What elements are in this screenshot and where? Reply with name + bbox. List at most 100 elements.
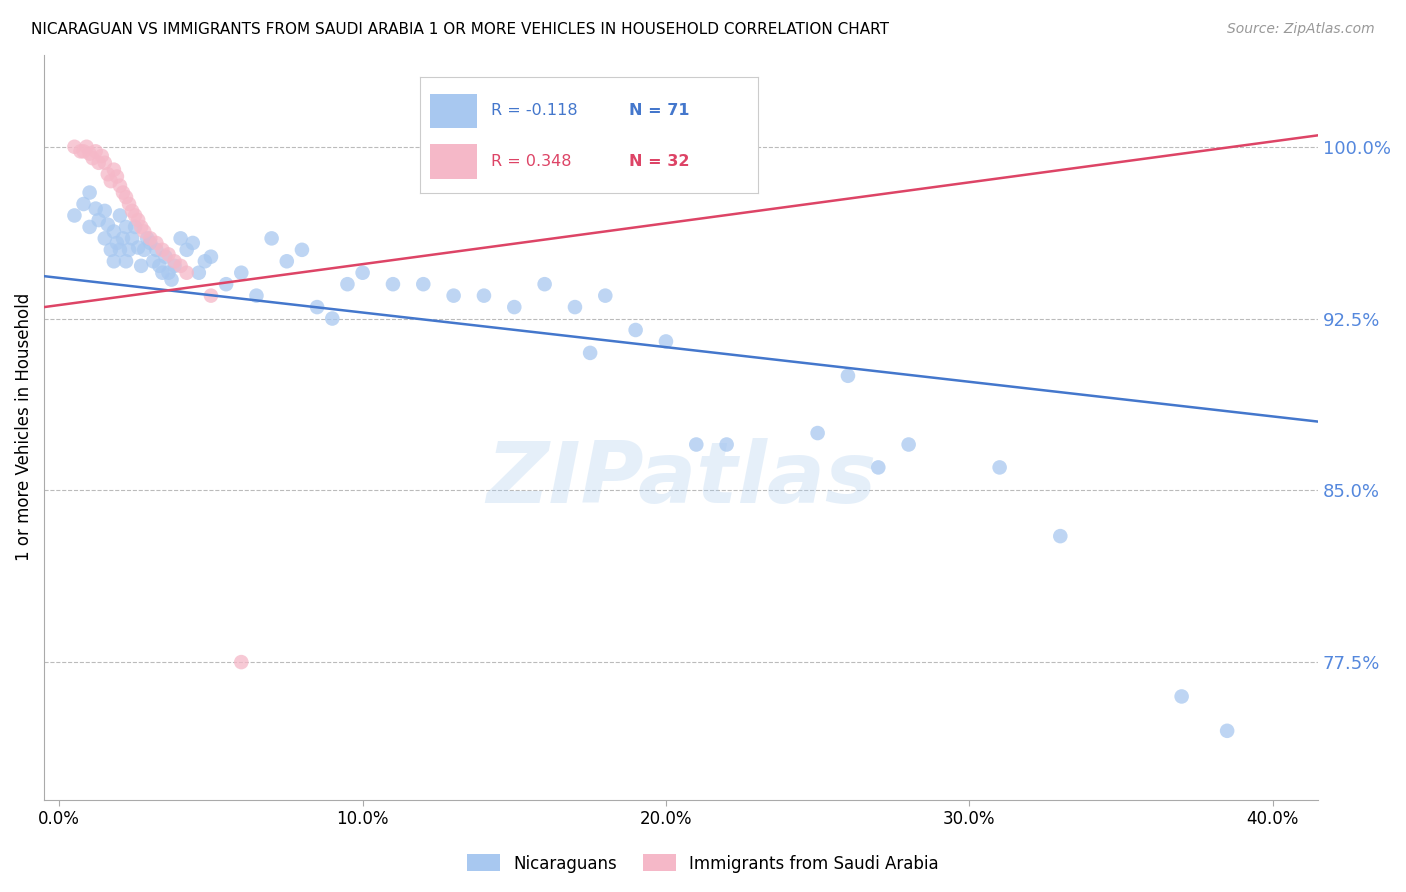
Point — [108, 243, 131, 257]
Y-axis label: 1 or more Vehicles in Household: 1 or more Vehicles in Household — [15, 293, 32, 561]
Point — [988, 460, 1011, 475]
Point — [82, 151, 104, 165]
Point — [685, 437, 707, 451]
Point — [103, 162, 125, 177]
Point — [336, 277, 359, 292]
Point — [72, 145, 94, 159]
Point — [118, 243, 141, 257]
Point — [136, 231, 159, 245]
Point — [127, 241, 149, 255]
Point — [837, 368, 859, 383]
Point — [176, 243, 198, 257]
Point — [87, 155, 110, 169]
Point — [160, 272, 183, 286]
Point — [79, 219, 101, 234]
Point — [124, 209, 146, 223]
Point — [97, 167, 120, 181]
Point — [139, 231, 162, 245]
Point — [121, 231, 143, 245]
Point — [100, 243, 122, 257]
Point — [121, 203, 143, 218]
Point — [145, 235, 167, 250]
Point — [321, 311, 343, 326]
Point — [115, 254, 138, 268]
Point — [79, 186, 101, 200]
Point — [142, 254, 165, 268]
Point — [352, 266, 374, 280]
Point — [124, 219, 146, 234]
Point — [134, 225, 156, 239]
Point — [63, 209, 86, 223]
Point — [194, 254, 217, 268]
Point — [115, 219, 138, 234]
Point — [533, 277, 555, 292]
Point — [231, 266, 253, 280]
Point — [72, 197, 94, 211]
Point — [187, 266, 209, 280]
Point — [260, 231, 283, 245]
Point — [76, 140, 98, 154]
Point — [412, 277, 434, 292]
Point — [163, 254, 186, 268]
Point — [307, 300, 329, 314]
Point — [245, 288, 267, 302]
Point — [94, 155, 117, 169]
Point — [63, 140, 86, 154]
Point — [1216, 723, 1239, 738]
Text: NICARAGUAN VS IMMIGRANTS FROM SAUDI ARABIA 1 OR MORE VEHICLES IN HOUSEHOLD CORRE: NICARAGUAN VS IMMIGRANTS FROM SAUDI ARAB… — [31, 22, 889, 37]
Point — [155, 250, 177, 264]
Point — [127, 213, 149, 227]
Legend: Nicaraguans, Immigrants from Saudi Arabia: Nicaraguans, Immigrants from Saudi Arabi… — [461, 847, 945, 880]
Point — [152, 243, 174, 257]
Point — [169, 259, 191, 273]
Point — [868, 460, 890, 475]
Point — [118, 197, 141, 211]
Point — [169, 231, 191, 245]
Point — [176, 266, 198, 280]
Point — [157, 266, 180, 280]
Point — [148, 259, 170, 273]
Point — [624, 323, 647, 337]
Point — [472, 288, 495, 302]
Point — [291, 243, 314, 257]
Point — [655, 334, 678, 349]
Point — [139, 235, 162, 250]
Point — [276, 254, 298, 268]
Point — [503, 300, 526, 314]
Text: ZIPatlas: ZIPatlas — [486, 438, 876, 521]
Point — [157, 247, 180, 261]
Point — [90, 149, 112, 163]
Point — [105, 235, 128, 250]
Point — [84, 145, 107, 159]
Point — [231, 655, 253, 669]
Point — [200, 250, 222, 264]
Point — [215, 277, 238, 292]
Point — [94, 231, 117, 245]
Point — [1049, 529, 1071, 543]
Point — [595, 288, 617, 302]
Point — [897, 437, 920, 451]
Point — [200, 288, 222, 302]
Point — [84, 202, 107, 216]
Point — [111, 231, 134, 245]
Point — [100, 174, 122, 188]
Point — [145, 243, 167, 257]
Point — [87, 213, 110, 227]
Point — [108, 209, 131, 223]
Point — [103, 254, 125, 268]
Point — [443, 288, 465, 302]
Point — [111, 186, 134, 200]
Point — [103, 225, 125, 239]
Point — [69, 145, 91, 159]
Point — [163, 259, 186, 273]
Point — [579, 346, 602, 360]
Point — [94, 203, 117, 218]
Point — [115, 190, 138, 204]
Point — [105, 169, 128, 184]
Point — [181, 235, 204, 250]
Point — [1170, 690, 1192, 704]
Point — [716, 437, 738, 451]
Point — [129, 259, 152, 273]
Point — [564, 300, 586, 314]
Point — [134, 243, 156, 257]
